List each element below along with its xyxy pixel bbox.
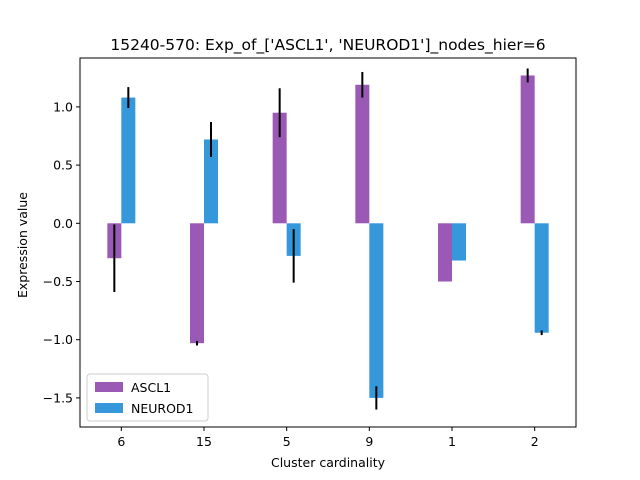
bar-ascl1-2 [520, 75, 535, 224]
chart-title: 15240-570: Exp_of_['ASCL1', 'NEUROD1']_n… [110, 36, 545, 55]
bar-neurod1-9 [369, 223, 384, 398]
x-tick-label: 1 [448, 434, 456, 449]
x-tick-label: 15 [196, 434, 212, 449]
y-tick-label: −0.5 [43, 274, 73, 289]
y-axis-label: Expression value [15, 192, 30, 298]
bar-neurod1-6 [121, 97, 136, 224]
bar-neurod1-1 [452, 223, 466, 261]
legend-swatch-neurod1 [95, 403, 123, 413]
y-tick-label: −1.0 [43, 332, 73, 347]
x-axis: 6 15 5 9 1 2 [117, 427, 539, 449]
x-axis-label: Cluster cardinality [271, 455, 386, 470]
bar-ascl1-5 [272, 112, 287, 224]
x-tick-label: 6 [117, 434, 125, 449]
bar-ascl1-15 [190, 223, 204, 344]
bar-ascl1-1 [438, 223, 452, 282]
bar-neurod1-15 [204, 139, 218, 224]
y-tick-label: 0.0 [53, 216, 73, 231]
legend-swatch-ascl1 [95, 382, 123, 392]
legend: ASCL1 NEUROD1 [86, 373, 209, 422]
x-tick-label: 5 [283, 434, 291, 449]
bar-neurod1-2 [534, 223, 549, 333]
axes-frame [79, 57, 577, 428]
x-tick-label: 2 [531, 434, 539, 449]
y-tick-label: 0.5 [53, 158, 73, 173]
bar-ascl1-9 [355, 84, 370, 224]
y-axis: −1.5 −1.0 −0.5 0.0 0.5 1.0 [43, 99, 80, 405]
y-tick-label: 1.0 [53, 99, 73, 114]
legend-label-ascl1: ASCL1 [131, 380, 171, 395]
y-tick-label: −1.5 [43, 390, 73, 405]
legend-label-neurod1: NEUROD1 [131, 401, 194, 416]
plot-area [107, 68, 549, 410]
x-tick-label: 9 [365, 434, 373, 449]
